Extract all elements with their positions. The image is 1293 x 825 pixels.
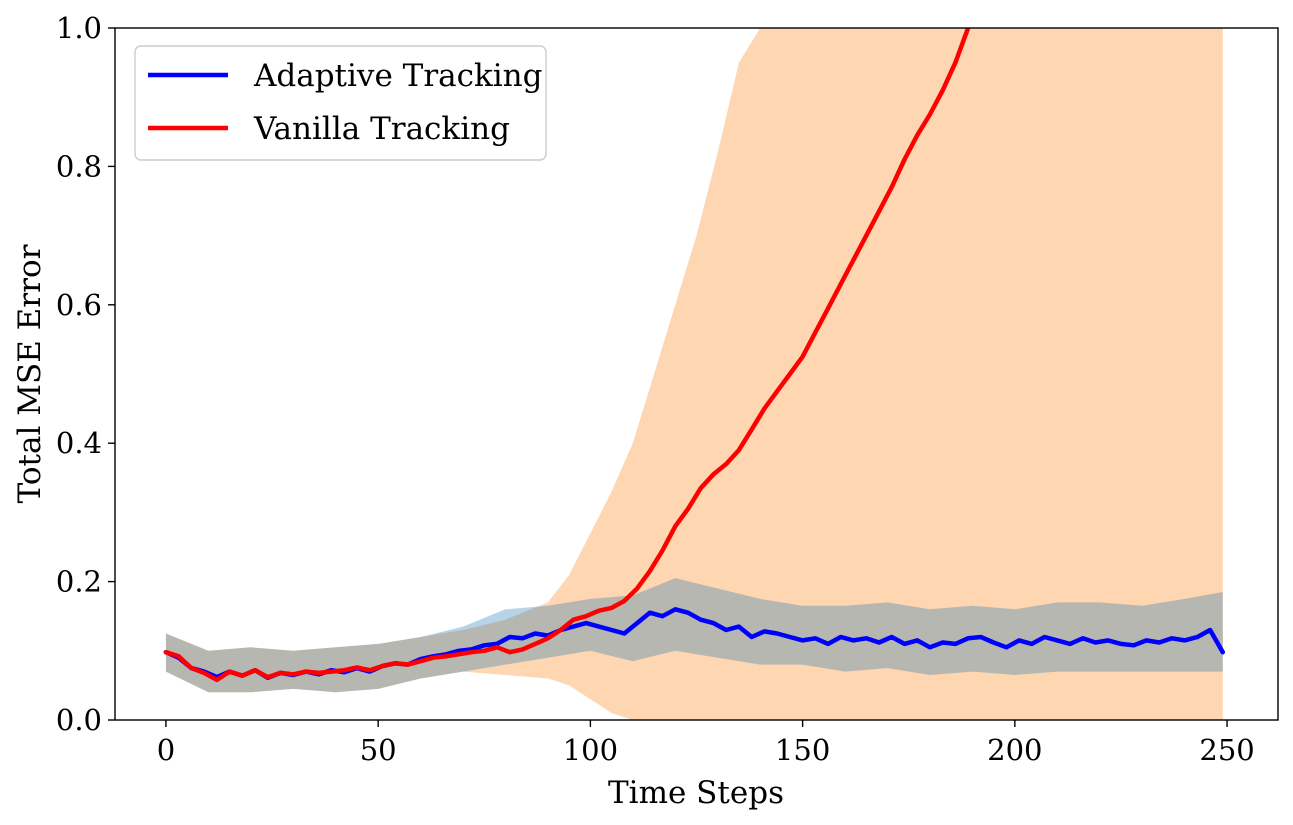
x-tick-label: 200 — [987, 733, 1042, 767]
band-adaptive_std — [165, 578, 1223, 693]
x-tick-label: 50 — [360, 733, 397, 767]
plot-frame — [114, 27, 1279, 721]
x-axis-label: Time Steps — [608, 775, 784, 811]
x-tick-label: 0 — [157, 733, 175, 767]
y-tick-label: 0.2 — [56, 565, 102, 599]
y-tick-label: 0.0 — [56, 703, 102, 737]
legend-label-vanilla: Vanilla Tracking — [253, 111, 510, 147]
y-tick-label: 0.8 — [56, 149, 102, 183]
legend-label-adaptive: Adaptive Tracking — [253, 58, 543, 94]
series-line-vanilla — [163, 28, 971, 683]
x-tick-label: 250 — [1199, 733, 1254, 767]
y-tick-label: 1.0 — [56, 11, 102, 45]
legend: Adaptive Tracking Vanilla Tracking — [134, 45, 547, 161]
y-axis-ticks: 0.0 0.2 0.4 0.6 0.8 1.0 — [56, 11, 115, 737]
band-vanilla_std — [165, 28, 1223, 720]
y-tick-label: 0.6 — [56, 288, 102, 322]
y-axis-label: Total MSE Error — [12, 244, 48, 503]
uncertainty-bands — [165, 28, 1223, 720]
series-lines — [163, 28, 1226, 683]
x-tick-label: 100 — [563, 733, 618, 767]
x-tick-label: 150 — [775, 733, 830, 767]
legend-box — [134, 45, 547, 161]
x-axis-ticks: 0 50 100 150 200 250 — [157, 720, 1255, 767]
y-tick-label: 0.4 — [56, 426, 102, 460]
